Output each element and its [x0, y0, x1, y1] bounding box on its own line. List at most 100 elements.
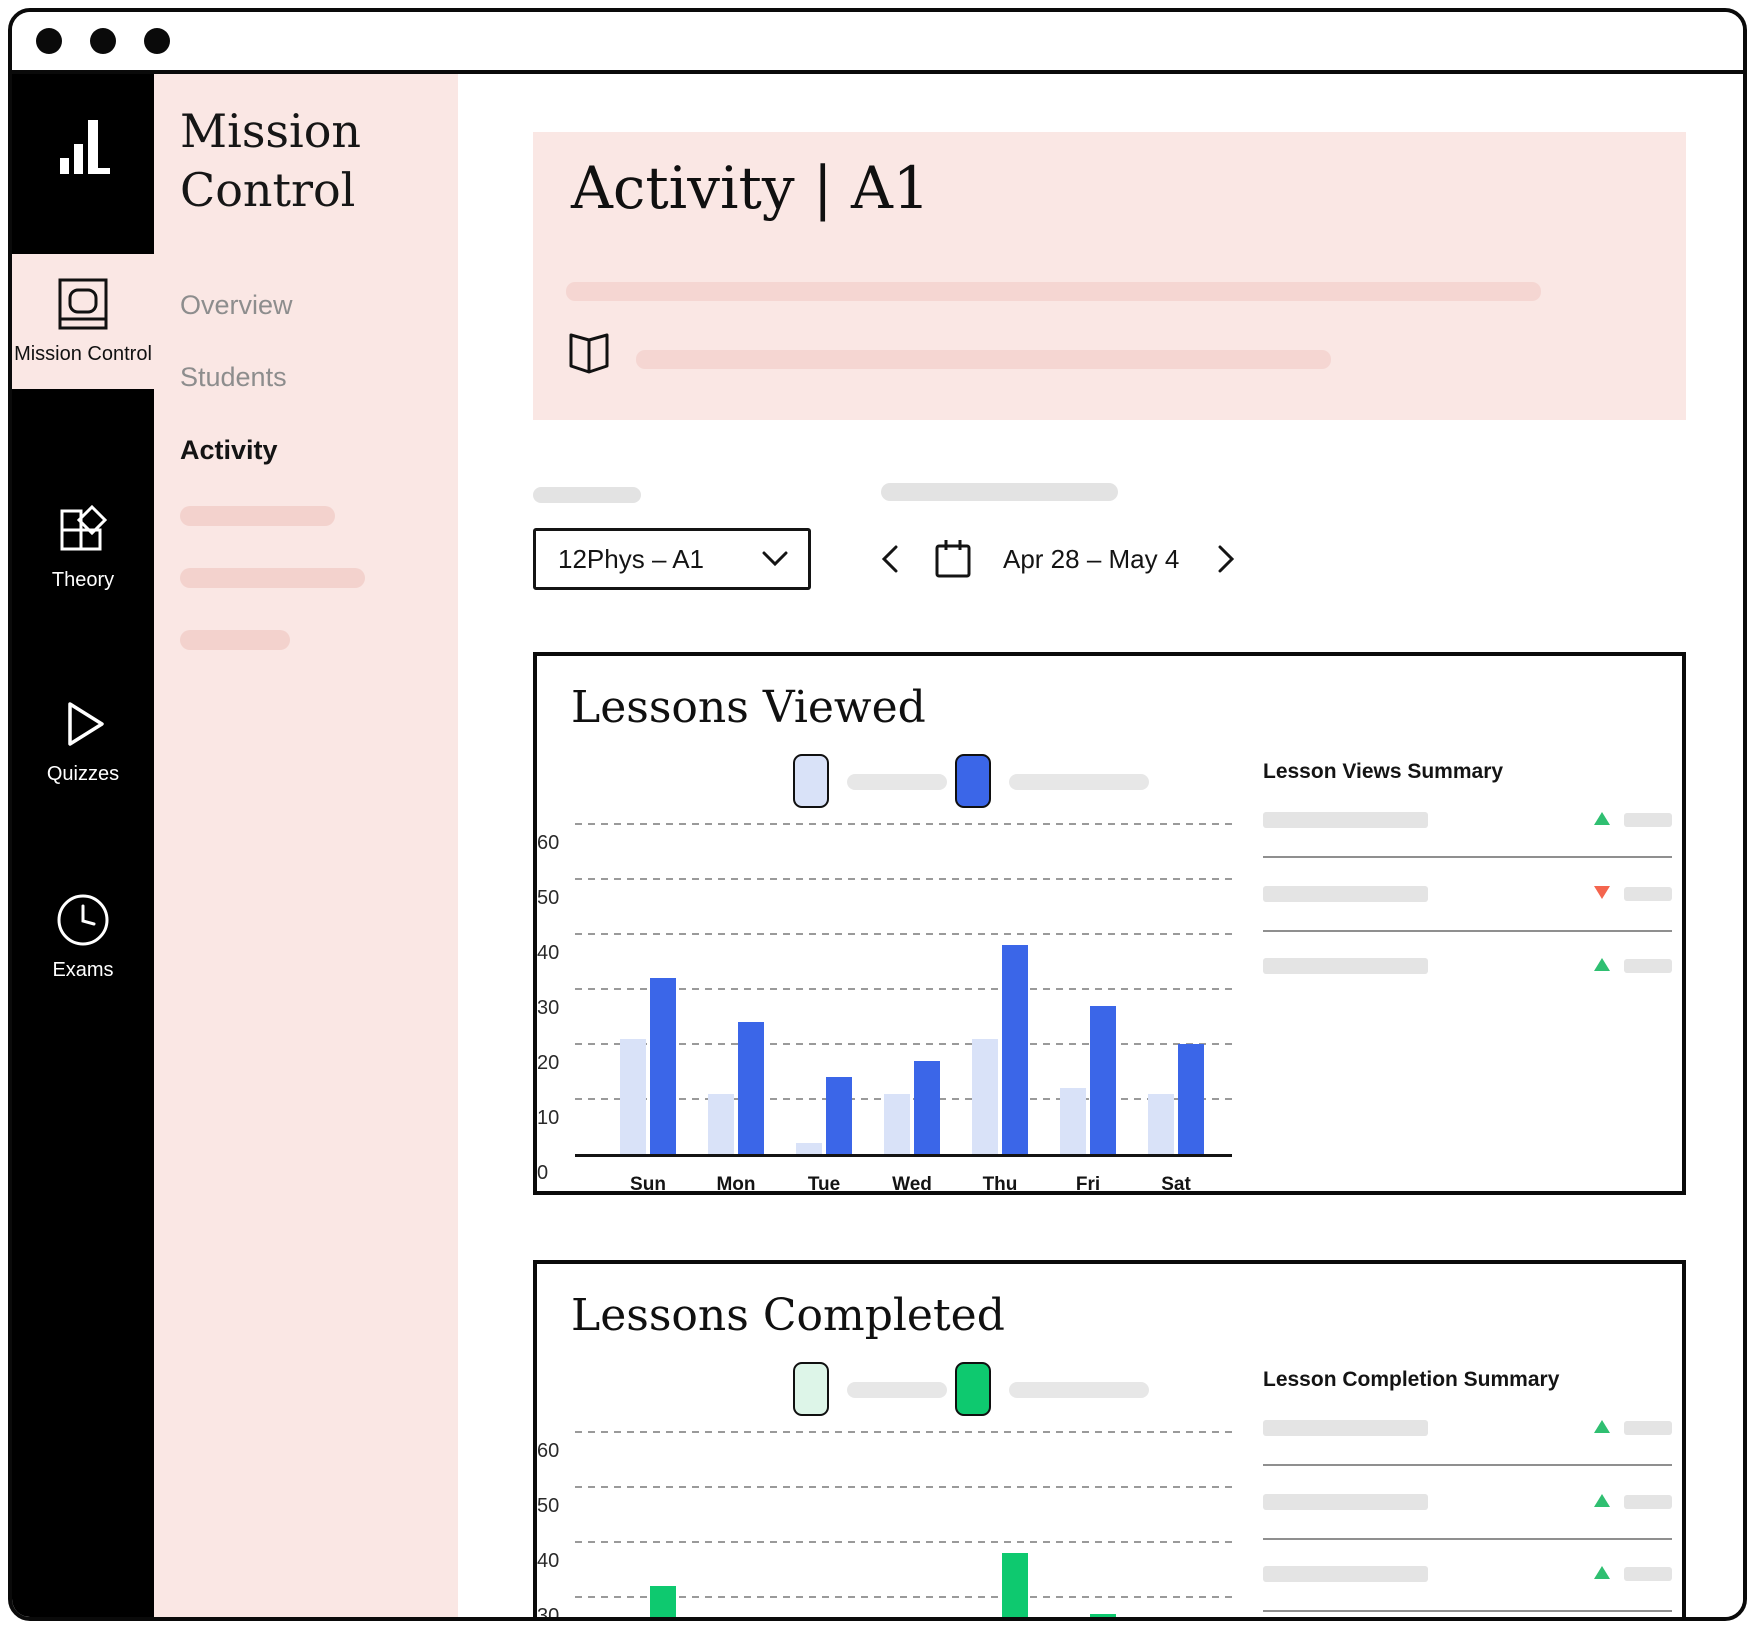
calendar-icon[interactable] [933, 538, 973, 580]
chart-legend [537, 1362, 1682, 1420]
bar-light-sat [1148, 1093, 1174, 1154]
x-axis-tick-label: Sun [630, 1174, 666, 1195]
prev-week-button[interactable] [881, 545, 899, 573]
bar-light-fri [1060, 1088, 1086, 1154]
app-window: Mission Control Theory Quizzes [8, 8, 1747, 1621]
lessons-completed-card: Lessons Completed 6050403020100SunMonTue… [533, 1260, 1686, 1617]
gridline [575, 1043, 1232, 1045]
y-axis-tick-label: 60 [537, 1440, 560, 1462]
placeholder-bar [1624, 813, 1672, 827]
chart-title: Lessons Completed [571, 1290, 1005, 1341]
sidebar-item-label: Quizzes [46, 763, 120, 785]
bar-light-mon [708, 1093, 734, 1154]
summary-divider [1263, 856, 1672, 858]
window-dot [144, 28, 170, 54]
sidebar-item-theory[interactable]: Theory [12, 502, 154, 593]
placeholder-bar [566, 282, 1541, 301]
bar-dark-fri [1090, 1613, 1116, 1617]
gridline [575, 1596, 1232, 1598]
legend-swatch-dark[interactable] [955, 754, 991, 808]
bar-dark-fri [1090, 1005, 1116, 1154]
window-titlebar [12, 12, 1743, 74]
next-week-button[interactable] [1217, 545, 1235, 573]
placeholder-bar [180, 630, 290, 650]
sidebar-item-quizzes[interactable]: Quizzes [12, 696, 154, 787]
x-axis-tick-label: Sat [1161, 1174, 1191, 1195]
chevron-right-icon [1218, 545, 1235, 573]
x-axis-tick-label: Tue [807, 1174, 841, 1195]
sidebar-item-label: Exams [52, 959, 114, 981]
y-axis-tick-label: 40 [537, 1550, 560, 1572]
sidebar-item-label: Mission Control [14, 343, 152, 365]
window-dot [90, 28, 116, 54]
placeholder-bar [1263, 886, 1428, 902]
icon-sidebar: Mission Control Theory Quizzes [12, 74, 154, 1617]
x-axis-tick-label: Mon [716, 1174, 756, 1195]
bar-dark-thu [1002, 945, 1028, 1154]
x-axis-tick-label: Thu [982, 1174, 1018, 1195]
gridline [575, 988, 1232, 990]
bar-light-wed [884, 1093, 910, 1154]
gridline [575, 1486, 1232, 1488]
lessons-viewed-card: Lessons Viewed 60 50 40 30 20 10 0 Sun Mon Tue Wed… [533, 652, 1686, 1195]
subnav-link-activity[interactable]: Activity [180, 435, 278, 465]
bar-chart-logo-icon [60, 120, 110, 174]
summary-panel: Lesson Views Summary [1263, 656, 1672, 1191]
subnav-link-students[interactable]: Students [180, 362, 287, 392]
date-range-nav: Apr 28 – May 4 [881, 528, 1235, 590]
class-dropdown-value: 12Phys – A1 [558, 543, 704, 574]
clock-icon [57, 894, 109, 946]
app-logo [12, 118, 154, 176]
legend-swatch-light[interactable] [793, 1362, 829, 1416]
gridline [575, 1431, 1232, 1433]
date-range-label: Apr 28 – May 4 [1003, 543, 1180, 574]
y-axis-tick-label: 50 [537, 1495, 560, 1517]
page-title: Activity | A1 [571, 154, 930, 222]
y-axis-tick-label: 60 [537, 832, 560, 854]
window-body: Mission Control Theory Quizzes [12, 74, 1743, 1617]
trend-up-icon [1594, 1566, 1610, 1579]
chevron-left-icon [881, 545, 898, 573]
bar-dark-sat [1178, 1044, 1204, 1154]
sidebar-item-exams[interactable]: Exams [12, 892, 154, 983]
page-header-panel: Activity | A1 [533, 132, 1686, 420]
y-axis-tick-label: 30 [537, 1605, 560, 1617]
bar-dark-tue [826, 1077, 852, 1154]
computer-icon [58, 278, 108, 330]
summary-divider [1263, 1610, 1672, 1612]
bar-dark-wed [914, 1060, 940, 1154]
summary-title: Lesson Completion Summary [1263, 1368, 1560, 1391]
sidebar-item-mission-control[interactable]: Mission Control [12, 254, 154, 389]
y-axis-tick-label: 20 [537, 1052, 560, 1074]
trend-up-icon [1594, 1494, 1610, 1507]
summary-divider [1263, 930, 1672, 932]
bar-light-thu [972, 1038, 998, 1154]
bar-dark-mon [738, 1022, 764, 1154]
trend-down-icon [1594, 886, 1610, 899]
subnav-link-overview[interactable]: Overview [180, 290, 293, 320]
placeholder-bar [1263, 958, 1428, 974]
bar-light-tue [796, 1143, 822, 1154]
legend-swatch-dark[interactable] [955, 1362, 991, 1416]
sidebar-item-label: Theory [51, 569, 115, 591]
secondary-sidebar: Mission Control Overview Students Activi… [154, 74, 458, 1617]
legend-swatch-light[interactable] [793, 754, 829, 808]
placeholder-bar [1263, 1494, 1428, 1510]
placeholder-bar [180, 506, 335, 526]
class-dropdown[interactable]: 12Phys – A1 [533, 528, 811, 590]
y-axis-tick-label: 0 [537, 1162, 549, 1184]
chevron-down-icon [762, 551, 788, 567]
bar-light-sun [620, 1038, 646, 1154]
y-axis-tick-label: 40 [537, 942, 560, 964]
trend-up-icon [1594, 812, 1610, 825]
open-book-icon [566, 332, 612, 381]
placeholder-bar [1263, 812, 1428, 828]
gridline [575, 933, 1232, 935]
placeholder-bar [1624, 959, 1672, 973]
placeholder-bar [847, 1382, 947, 1398]
placeholder-bar [847, 774, 947, 790]
gridline [575, 823, 1232, 825]
